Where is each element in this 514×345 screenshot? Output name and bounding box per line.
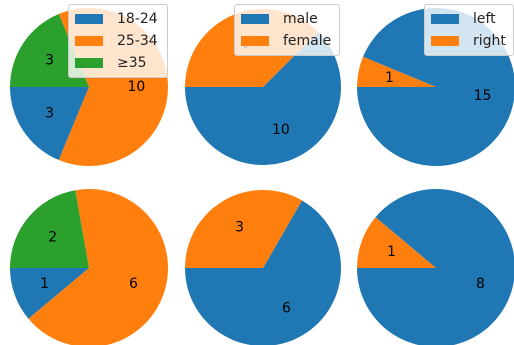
legend-entry: ≥35 xyxy=(75,52,161,74)
legend-label: left xyxy=(473,11,496,27)
slice-value-label: 10 xyxy=(272,122,290,138)
slice-value-label: 1 xyxy=(40,276,49,292)
pie-slice--35 xyxy=(10,190,89,268)
pie-slice-male xyxy=(185,31,342,166)
legend-label: 18-24 xyxy=(117,11,158,27)
pie-slice-right xyxy=(357,56,436,87)
legend-entry: 18-24 xyxy=(75,8,161,30)
legend-swatch xyxy=(431,14,459,24)
legend-handedness: left right xyxy=(424,4,514,56)
slice-value-label: 1 xyxy=(387,244,396,260)
pie-slice-male xyxy=(185,200,341,345)
slice-value-label: 6 xyxy=(282,301,291,317)
legend-label: 25-34 xyxy=(117,33,158,49)
pie-slice-25-34 xyxy=(28,189,168,345)
pie-6: 81 xyxy=(357,189,514,345)
legend-swatch xyxy=(431,36,459,46)
legend-swatch xyxy=(75,14,103,24)
slice-value-label: 1 xyxy=(385,70,394,86)
legend-entry: left xyxy=(431,8,507,30)
pie-5: 63 xyxy=(185,189,341,345)
legend-entry: 25-34 xyxy=(75,30,161,52)
legend-entry: female xyxy=(241,30,333,52)
legend-entry: right xyxy=(431,30,507,52)
slice-value-label: 8 xyxy=(476,276,485,292)
slice-value-label: 10 xyxy=(127,79,145,95)
slice-value-label: 3 xyxy=(45,53,54,69)
slice-value-label: 6 xyxy=(129,276,138,292)
pie-slice-left xyxy=(357,189,514,345)
legend-label: female xyxy=(283,33,332,49)
legend-swatch xyxy=(75,58,103,68)
pie-slice-female xyxy=(185,189,302,268)
legend-swatch xyxy=(241,36,269,46)
pie-slice-18-24 xyxy=(10,87,89,160)
legend-swatch xyxy=(241,14,269,24)
pie-slice-right xyxy=(357,217,436,268)
legend-label: ≥35 xyxy=(117,55,147,71)
legend-gender: male female xyxy=(234,4,340,56)
legend-swatch xyxy=(75,36,103,46)
slice-value-label: 2 xyxy=(48,230,57,246)
slice-value-label: 3 xyxy=(45,105,54,121)
pie-slice-18-24 xyxy=(10,268,89,319)
slice-value-label: 15 xyxy=(474,88,492,104)
legend-label: male xyxy=(283,11,318,27)
legend-label: right xyxy=(473,33,506,49)
pie-4: 1 6 2 xyxy=(10,189,168,345)
slice-value-label: 3 xyxy=(235,220,244,236)
legend-entry: male xyxy=(241,8,333,30)
legend-age-groups: 18-24 25-34 ≥35 xyxy=(68,4,168,78)
